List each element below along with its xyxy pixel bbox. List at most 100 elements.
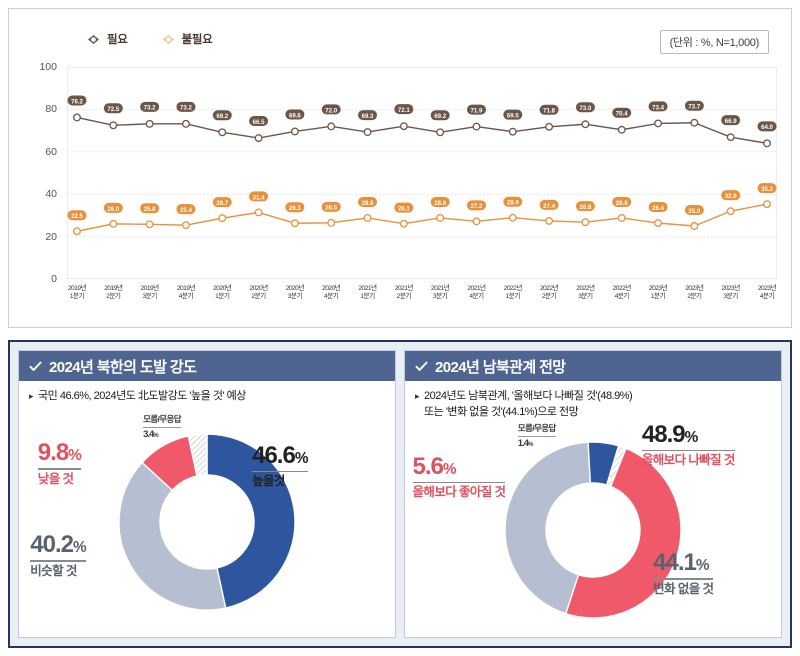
legend-label-unnecessary: 불필요 <box>181 34 213 46</box>
svg-text:28.8: 28.8 <box>362 200 374 207</box>
x-axis-tick: 2020년 1분기 <box>213 285 232 301</box>
svg-text:31.4: 31.4 <box>253 194 265 201</box>
svg-text:26.1: 26.1 <box>398 206 410 213</box>
svg-text:73.2: 73.2 <box>144 105 156 112</box>
x-axis-tick: 2022년 1분기 <box>503 285 523 301</box>
x-axis-tick: 2021년 2분기 <box>394 285 414 301</box>
donut-slice <box>504 441 592 615</box>
svg-text:27.2: 27.2 <box>471 203 483 210</box>
svg-text:22.5: 22.5 <box>71 213 83 220</box>
x-axis-tick: 2021년 1분기 <box>358 285 377 301</box>
plot-area: 76.2 72.5 73.2 73.2 69.2 66.5 69.6 72.0 69.3 72.1… <box>66 66 778 280</box>
x-axis-tick: 2020년 4분기 <box>322 285 341 301</box>
svg-text:66.9: 66.9 <box>725 118 737 125</box>
bullet-icon: ▸ <box>415 391 420 401</box>
svg-text:35.3: 35.3 <box>761 186 773 193</box>
donut-name-better: 올해보다 좋아질 것 <box>412 485 507 500</box>
y-axis-tick: 0 <box>51 273 57 285</box>
svg-text:70.4: 70.4 <box>616 111 628 118</box>
y-axis-tick: 20 <box>45 230 57 243</box>
donut-label-noanswer: 모름/무응답 1.4% <box>517 422 556 450</box>
y-axis-tick: 40 <box>45 188 57 201</box>
donut-slice <box>206 433 296 609</box>
donut-label-low: 9.8% 낮을 것 <box>37 439 82 486</box>
panel-subtitle-line1: 2024년도 남북관계, '올해보다 나빠질 것'(48.9%) <box>424 390 633 402</box>
svg-text:27.4: 27.4 <box>543 203 555 210</box>
svg-text:26.4: 26.4 <box>652 205 664 212</box>
svg-text:28.9: 28.9 <box>507 200 519 207</box>
svg-text:72.0: 72.0 <box>325 107 337 114</box>
y-axis: 0 20 40 60 80 100 <box>9 61 61 285</box>
legend-item-unnecessary: 불필요 <box>162 31 213 47</box>
x-axis-tick: 2022년 3분기 <box>576 285 595 301</box>
unit-note: (단위 : %, N=1,000) <box>659 30 769 54</box>
donut-name-nochange: 변화 없을 것 <box>653 581 714 596</box>
donut-slice <box>605 444 627 488</box>
x-axis-tick: 2023년 2분기 <box>685 285 704 301</box>
check-icon <box>29 361 42 371</box>
svg-text:72.1: 72.1 <box>398 107 410 114</box>
svg-text:26.8: 26.8 <box>579 204 591 211</box>
donut-chart-relations <box>504 441 682 619</box>
check-icon <box>415 361 428 371</box>
donut-value-noanswer: 3.4 <box>143 429 154 441</box>
y-axis-tick: 100 <box>39 61 57 73</box>
panel-subtitle-text: 국민 46.6%, 2024년도 北도발강도 '높을 것' 예상 <box>38 390 246 402</box>
svg-text:69.5: 69.5 <box>507 113 519 120</box>
x-axis-tick: 2021년 4분기 <box>467 285 486 301</box>
x-axis-tick: 2019년 3분기 <box>140 285 160 301</box>
y-axis-tick: 60 <box>45 145 57 158</box>
panel-subtitle-provocation: ▸ 국민 46.6%, 2024년도 北도발강도 '높을 것' 예상 <box>19 381 395 407</box>
x-axis-tick: 2021년 3분기 <box>431 285 450 301</box>
x-axis-tick: 2019년 4분기 <box>176 285 196 301</box>
panel-subtitle-text: 2024년도 남북관계, '올해보다 나빠질 것'(48.9%) 또는 '변화 … <box>424 389 633 421</box>
svg-text:69.3: 69.3 <box>362 113 374 120</box>
svg-text:76.2: 76.2 <box>71 98 83 105</box>
x-axis-tick: 2020년 2분기 <box>249 285 268 301</box>
chart-legend: 필요 불필요 <box>87 31 213 47</box>
donut-name-worse: 올해보다 나빠질 것 <box>641 453 736 468</box>
donut-slice <box>118 461 227 611</box>
donut-value-high: 46.6 <box>252 441 296 469</box>
svg-text:71.8: 71.8 <box>543 108 555 115</box>
donut-value-better: 5.6 <box>412 452 444 480</box>
donut-label-noanswer: 모름/무응답 3.4% <box>143 413 182 441</box>
x-axis-tick: 2023년 3분기 <box>721 285 741 301</box>
svg-text:72.5: 72.5 <box>107 106 119 113</box>
panel-subtitle-relations: ▸ 2024년도 남북관계, '올해보다 나빠질 것'(48.9%) 또는 '변… <box>405 381 781 423</box>
donut-panels-container: 2024년 북한의 도발 강도 ▸ 국민 46.6%, 2024년도 北도발강도… <box>8 340 792 648</box>
svg-text:69.2: 69.2 <box>216 113 228 120</box>
svg-text:25.0: 25.0 <box>688 208 700 215</box>
donut-label-worse: 48.9% 올해보다 나빠질 것 <box>641 420 736 468</box>
donut-value-nochange: 44.1 <box>653 549 697 577</box>
donut-value-worse: 48.9 <box>641 420 686 448</box>
svg-text:26.0: 26.0 <box>107 206 119 213</box>
donut-label-high: 46.6% 높을것 <box>252 441 308 489</box>
donut-slice <box>564 447 682 619</box>
svg-text:69.6: 69.6 <box>289 112 301 119</box>
svg-text:73.0: 73.0 <box>579 105 591 112</box>
svg-text:64.0: 64.0 <box>761 124 773 131</box>
svg-text:73.4: 73.4 <box>652 104 664 111</box>
x-axis-tick: 2023년 4분기 <box>757 285 777 301</box>
panel-relations: 2024년 남북관계 전망 ▸ 2024년도 남북관계, '올해보다 나빠질 것… <box>404 350 782 638</box>
svg-text:26.3: 26.3 <box>289 205 301 212</box>
donut-name-noanswer: 모름/무응답 <box>143 413 181 424</box>
donut-slice <box>187 433 208 477</box>
donut-label-better: 5.6% 올해보다 좋아질 것 <box>412 452 507 500</box>
donut-value-noanswer: 1.4 <box>517 438 529 450</box>
svg-text:66.5: 66.5 <box>253 119 265 126</box>
svg-text:71.9: 71.9 <box>471 107 483 114</box>
svg-text:28.8: 28.8 <box>616 200 628 207</box>
donut-name-high: 높을것 <box>252 474 285 489</box>
svg-text:73.2: 73.2 <box>180 105 192 112</box>
svg-text:73.7: 73.7 <box>688 104 700 111</box>
svg-text:25.4: 25.4 <box>180 207 192 214</box>
x-axis-tick: 2019년 2분기 <box>104 285 123 301</box>
x-axis: 2019년 1분기 2019년 2분기 2019년 3분기 2019년 4분기 2020년 1분기… <box>67 281 777 325</box>
svg-text:32.0: 32.0 <box>725 193 737 200</box>
donut-area-provocation: 46.6% 높을것 40.2% 비슷할 것 9.8% 낮을 것 <box>19 407 395 637</box>
diamond-marker-icon <box>88 34 99 44</box>
svg-text:28.7: 28.7 <box>216 200 228 207</box>
